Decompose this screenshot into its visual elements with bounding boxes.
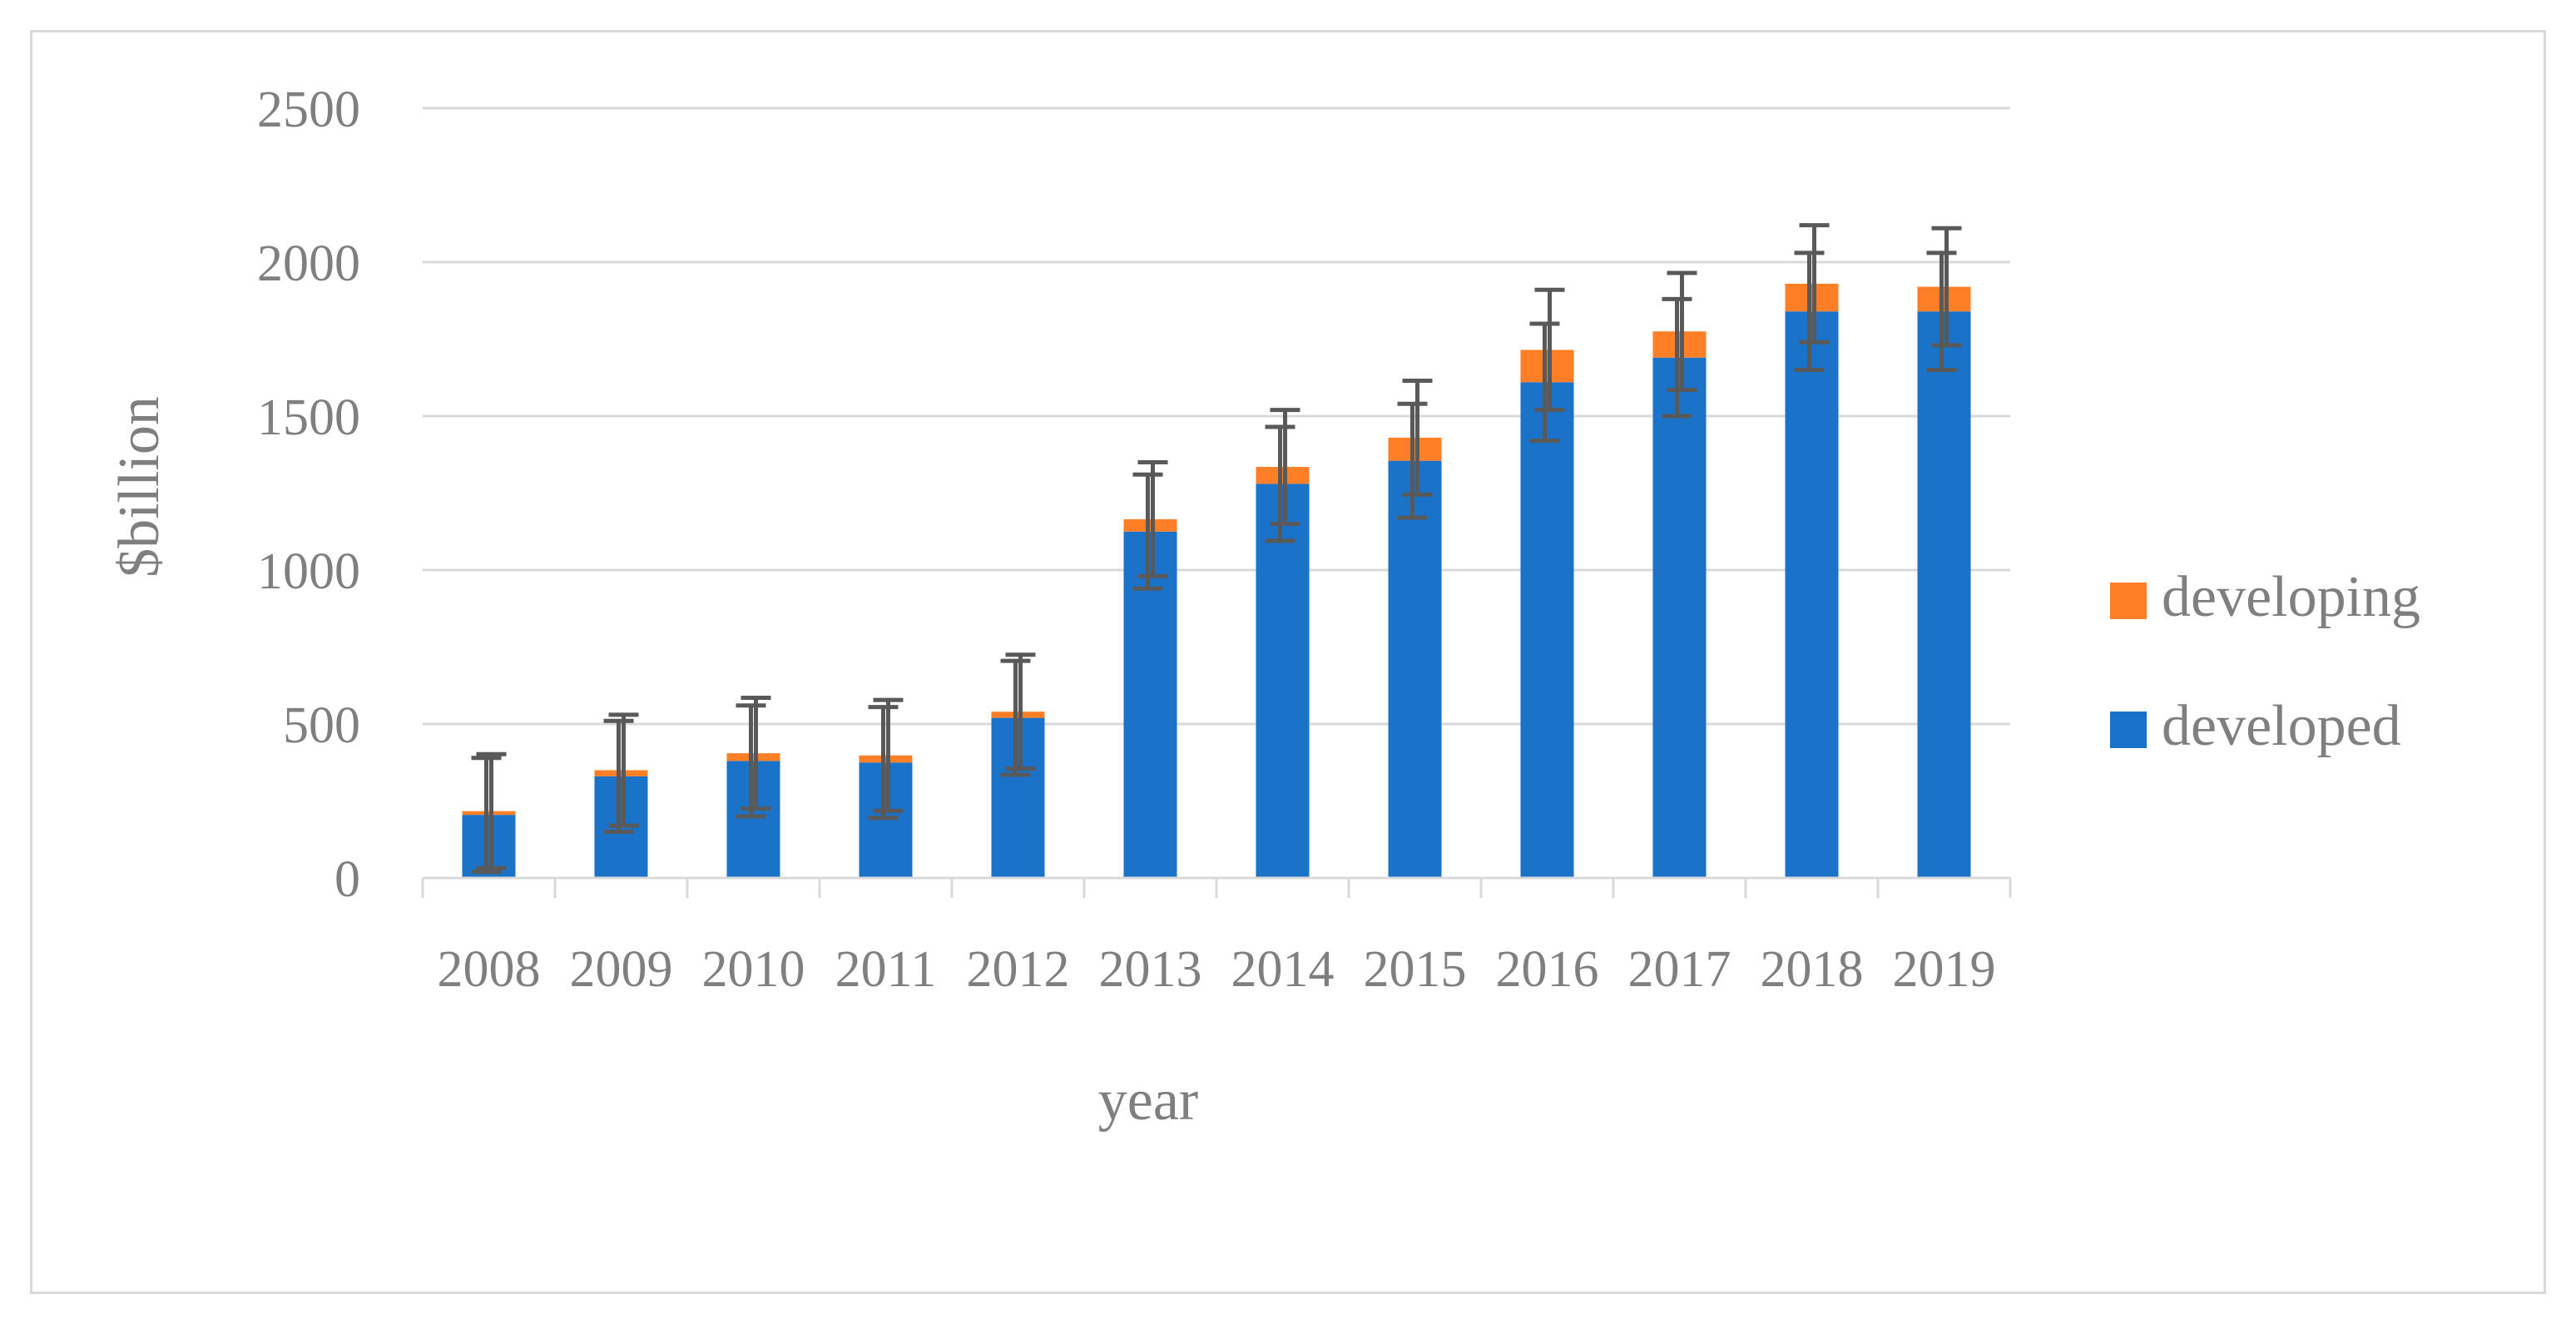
x-tick-label: 2014 xyxy=(1231,941,1335,998)
bar-developed-2018 xyxy=(1785,311,1839,878)
x-tick-label: 2010 xyxy=(702,941,805,998)
bar-developing-2017 xyxy=(1652,331,1707,358)
bar-developing-2009 xyxy=(594,770,648,776)
y-tick-label: 500 xyxy=(283,697,360,754)
y-tick-label: 2500 xyxy=(257,82,360,138)
x-tick-label: 2009 xyxy=(570,941,673,998)
error-bars xyxy=(471,223,1962,875)
legend-swatch-developed xyxy=(2110,712,2147,748)
x-axis-label: year xyxy=(1098,1069,1198,1133)
bar-developing-2012 xyxy=(991,712,1045,718)
x-tick-label: 2016 xyxy=(1496,941,1599,998)
y-tick-label: 1000 xyxy=(257,543,360,600)
bar-developed-2016 xyxy=(1520,382,1574,878)
bar-developed-2013 xyxy=(1123,531,1177,878)
bar-developed-2014 xyxy=(1256,483,1310,878)
x-tick-label: 2017 xyxy=(1628,941,1731,998)
x-tick-label: 2011 xyxy=(835,941,937,998)
bar-developed-2010 xyxy=(726,761,780,878)
bar-developing-2008 xyxy=(462,811,516,816)
bar-developed-2017 xyxy=(1652,357,1707,878)
bar-developing-2015 xyxy=(1388,437,1442,461)
bar-developing-2019 xyxy=(1917,286,1971,312)
legend-label-developing: developing xyxy=(2162,565,2420,629)
x-axis xyxy=(421,876,2012,898)
y-tick-label: 2000 xyxy=(257,236,360,292)
legend-swatch-developing xyxy=(2110,583,2147,619)
x-tick-label: 2015 xyxy=(1364,941,1467,998)
bar-developing-2016 xyxy=(1520,350,1574,383)
bar-developing-2011 xyxy=(859,755,913,763)
gridlines xyxy=(423,107,2010,726)
bar-developed-2019 xyxy=(1917,311,1971,878)
bar-developed-2011 xyxy=(859,762,913,878)
y-axis-ticks: 0 500 1000 1500 2000 2500 xyxy=(257,82,360,908)
x-tick-label: 2019 xyxy=(1893,941,1996,998)
x-tick-label: 2018 xyxy=(1761,941,1864,998)
y-tick-label: 0 xyxy=(334,851,360,908)
bar-developing-2014 xyxy=(1256,467,1310,484)
y-axis-label: $billion xyxy=(107,396,171,578)
bar-developing-2010 xyxy=(726,753,780,761)
bar-developing-2018 xyxy=(1785,283,1839,312)
x-tick-label: 2013 xyxy=(1099,941,1202,998)
bar-developed-2015 xyxy=(1388,460,1442,878)
bar-developed-2012 xyxy=(991,717,1045,878)
x-axis-ticks: 2008 2009 2010 2011 2012 2013 2014 2015 2016 2017… xyxy=(438,941,1996,998)
y-tick-label: 1500 xyxy=(257,389,360,446)
x-tick-label: 2012 xyxy=(967,941,1070,998)
x-tick-label: 2008 xyxy=(438,941,541,998)
bars xyxy=(462,283,1971,878)
bar-developing-2013 xyxy=(1123,518,1177,532)
legend: developing developed xyxy=(2110,565,2420,758)
legend-label-developed: developed xyxy=(2162,694,2401,758)
